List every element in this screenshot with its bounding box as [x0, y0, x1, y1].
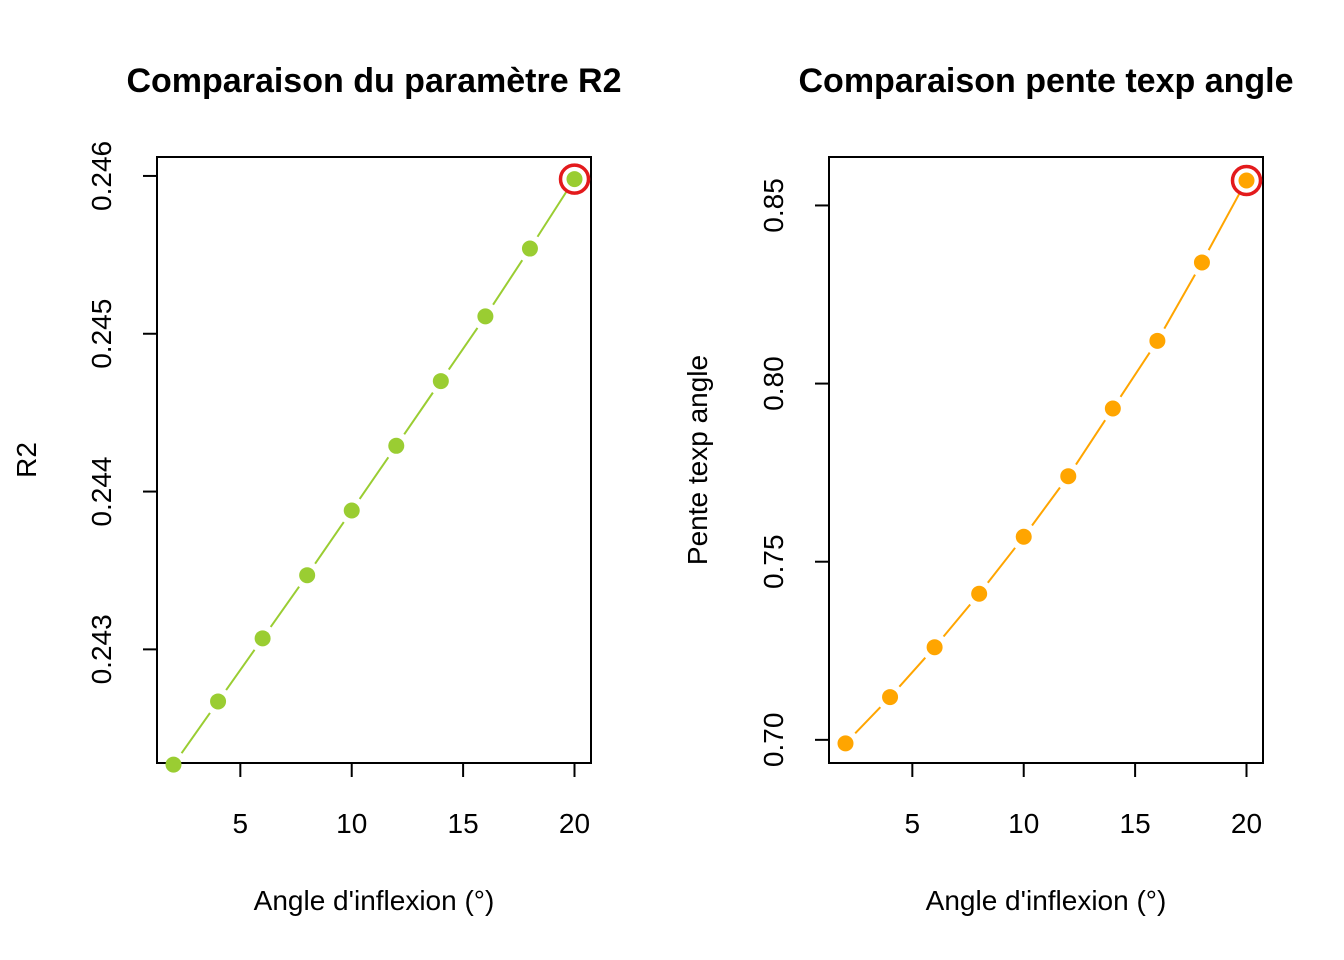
r2-data-point: [254, 630, 271, 647]
r2-line-segment: [225, 649, 256, 691]
slope-line-segment: [1119, 351, 1151, 398]
r2-y-axis-label: R2: [11, 442, 42, 478]
slope-y-tick-label: 0.70: [758, 713, 789, 768]
r2-chart: Comparaison du paramètre R2 Angle d'infl…: [11, 62, 622, 916]
r2-data-point: [477, 308, 494, 325]
slope-data-point: [1104, 400, 1121, 417]
r2-x-tick-label: 5: [233, 808, 249, 839]
slope-line-segment: [1163, 274, 1196, 330]
slope-y-tick-label: 0.80: [758, 356, 789, 411]
slope-highlight-ring: [1230, 164, 1263, 197]
slope-data-point: [882, 689, 899, 706]
r2-plot-frame: [156, 156, 592, 764]
r2-data-point: [343, 502, 360, 519]
slope-x-ticks: 5 10 15 20: [905, 763, 1262, 839]
slope-y-axis-label: Pente texp angle: [682, 355, 713, 565]
slope-x-tick-label: 5: [905, 808, 921, 839]
r2-line-segment: [358, 456, 390, 500]
slope-line-segment: [987, 547, 1016, 584]
slope-line-segment: [898, 656, 927, 688]
r2-y-tick-label: 0.244: [86, 457, 117, 527]
r2-chart-title: Comparaison du paramètre R2: [126, 62, 621, 100]
r2-data-point: [210, 693, 227, 710]
slope-data-point: [1060, 468, 1077, 485]
slope-plot-frame: [828, 156, 1264, 764]
slope-x-tick-label: 20: [1231, 808, 1262, 839]
slope-data-point: [926, 639, 943, 656]
r2-line-segment: [403, 392, 434, 435]
slope-data-point: [1238, 172, 1255, 189]
r2-x-ticks: 5 10 15 20: [233, 763, 590, 839]
r2-data-point: [432, 373, 449, 390]
r2-x-axis-label: Angle d'inflexion (°): [254, 885, 495, 916]
r2-x-tick-label: 20: [559, 808, 590, 839]
r2-data-point: [566, 171, 583, 188]
slope-series: [837, 164, 1263, 752]
slope-y-tick-label: 0.85: [758, 178, 789, 233]
slope-x-tick-label: 10: [1008, 808, 1039, 839]
r2-line-segment: [447, 327, 479, 371]
r2-series: [165, 163, 591, 773]
r2-x-tick-label: 15: [448, 808, 479, 839]
slope-data-point: [1149, 332, 1166, 349]
r2-line-segment: [492, 259, 524, 306]
slope-line-segment: [1075, 419, 1106, 466]
slope-y-ticks: 0.70 0.75 0.80 0.85: [758, 178, 829, 767]
slope-data-point: [837, 735, 854, 752]
slope-line-segment: [942, 603, 971, 638]
r2-line-segment: [180, 712, 211, 754]
slope-x-axis-label: Angle d'inflexion (°): [926, 885, 1167, 916]
slope-line-segment: [1031, 486, 1061, 527]
r2-line-segment: [269, 586, 300, 628]
r2-y-tick-label: 0.246: [86, 141, 117, 211]
r2-line-segment: [536, 190, 568, 238]
slope-x-tick-label: 15: [1120, 808, 1151, 839]
slope-data-point: [971, 585, 988, 602]
slope-data-point: [1015, 528, 1032, 545]
r2-x-tick-label: 10: [336, 808, 367, 839]
r2-data-point: [521, 240, 538, 257]
r2-y-tick-label: 0.245: [86, 299, 117, 369]
slope-data-point: [1193, 254, 1210, 271]
r2-data-point: [299, 567, 316, 584]
slope-line-segment: [854, 706, 882, 735]
r2-highlight-ring: [558, 163, 591, 195]
slope-y-tick-label: 0.75: [758, 534, 789, 589]
r2-y-tick-label: 0.243: [86, 614, 117, 684]
slope-chart-title: Comparaison pente texp angle: [799, 62, 1294, 100]
r2-line-segment: [314, 521, 345, 565]
slope-chart: Comparaison pente texp angle Angle d'inf…: [682, 62, 1294, 916]
r2-data-point: [388, 437, 405, 454]
slope-line-segment: [1207, 192, 1241, 251]
r2-y-ticks: 0.243 0.244 0.245 0.246: [86, 141, 157, 684]
r2-data-point: [165, 756, 182, 773]
